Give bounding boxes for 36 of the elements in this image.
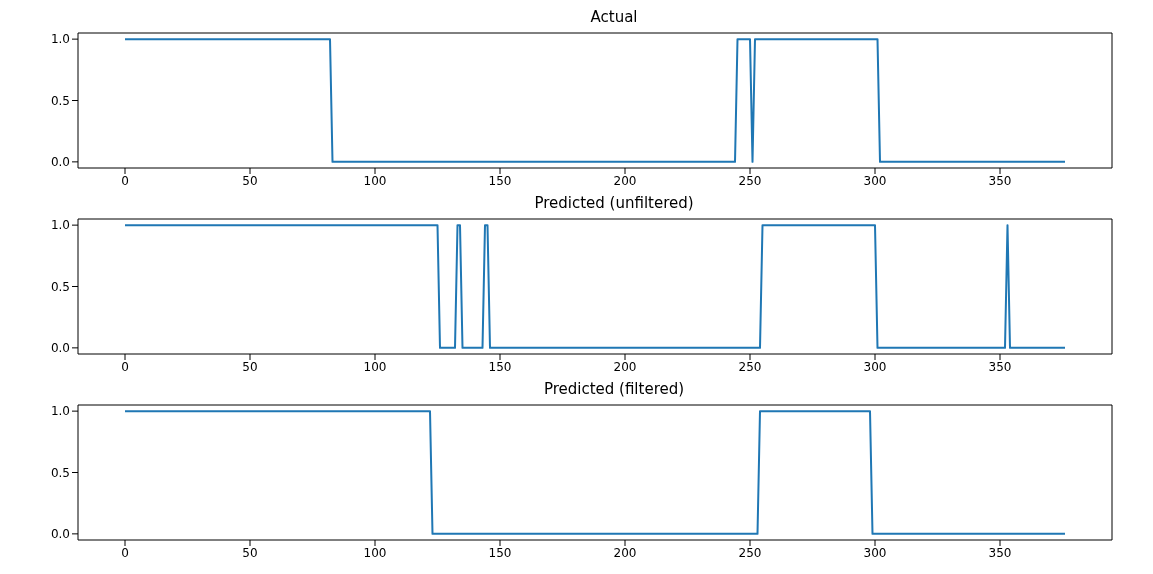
- x-tick-label: 300: [863, 545, 887, 560]
- x-tick-label: 200: [613, 545, 637, 560]
- y-tick-label: 1.0: [50, 218, 70, 233]
- x-tick-label: 50: [242, 173, 258, 188]
- chart-title: Actual: [589, 8, 639, 28]
- y-tick-label: 0.0: [50, 155, 70, 170]
- y-tick-label: 0.5: [50, 93, 70, 108]
- x-tick-label: 100: [363, 359, 387, 374]
- x-tick-label: 150: [488, 545, 512, 560]
- y-tick-label: 0.5: [50, 465, 70, 480]
- x-tick-label: 0: [121, 173, 129, 188]
- x-tick-label: 350: [988, 173, 1012, 188]
- x-tick-label: 300: [863, 173, 887, 188]
- x-tick-label: 350: [988, 545, 1012, 560]
- x-tick-label: 200: [613, 173, 637, 188]
- y-tick-label: 1.0: [50, 32, 70, 47]
- x-tick-label: 250: [738, 173, 762, 188]
- x-tick-label: 0: [121, 545, 129, 560]
- y-tick-label: 0.5: [50, 279, 70, 294]
- y-tick-label: 0.0: [50, 341, 70, 356]
- x-tick-label: 250: [738, 545, 762, 560]
- chart-title: Predicted (unfiltered): [533, 194, 695, 214]
- x-tick-label: 50: [242, 545, 258, 560]
- x-tick-label: 0: [121, 359, 129, 374]
- x-tick-label: 150: [488, 173, 512, 188]
- x-tick-label: 250: [738, 359, 762, 374]
- y-tick-label: 1.0: [50, 404, 70, 419]
- y-tick-label: 0.0: [50, 527, 70, 542]
- x-tick-label: 200: [613, 359, 637, 374]
- x-tick-label: 300: [863, 359, 887, 374]
- x-tick-label: 100: [363, 173, 387, 188]
- chart-title: Predicted (filtered): [542, 380, 686, 400]
- x-tick-label: 150: [488, 359, 512, 374]
- x-tick-label: 350: [988, 359, 1012, 374]
- x-tick-label: 100: [363, 545, 387, 560]
- x-tick-label: 50: [242, 359, 258, 374]
